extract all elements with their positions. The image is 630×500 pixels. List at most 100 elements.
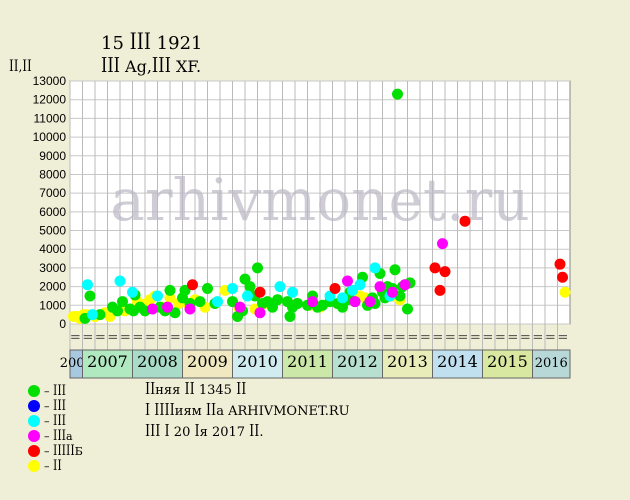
data-point: [114, 275, 126, 287]
year-band: [332, 349, 383, 379]
legend-label: – ꟾꟾꟾ: [44, 399, 67, 413]
data-point: [252, 262, 263, 274]
data-point: [292, 297, 303, 309]
data-point: [347, 284, 358, 296]
legend-swatch: [28, 415, 40, 427]
data-point: [274, 281, 286, 293]
scatter-chart: 0 1000 2000 3000 4000 5000 6000 7000 8000 9000 100…: [33, 74, 571, 379]
year-band: [482, 349, 533, 379]
x-tick-label: ꟾꟾ: [558, 334, 570, 339]
data-point: [234, 301, 246, 313]
legend-label: – ꟾꟾꟾ: [44, 384, 67, 398]
y-tick-label: 12000: [33, 93, 67, 107]
x-tick-label: ꟾꟾ: [333, 334, 345, 339]
legend-label: – ꟾꟾꟾꟾꟾБ: [44, 444, 83, 458]
data-point: [104, 311, 116, 323]
data-point: [227, 296, 238, 308]
data-point: [559, 286, 571, 298]
data-point: [127, 286, 138, 298]
x-tick-label: ꟾꟾ: [83, 334, 95, 339]
x-tick-label: ꟾꟾ: [445, 334, 457, 339]
legend-item: – ꟾꟾꟾа: [28, 429, 73, 443]
legend-item: – ꟾꟾꟾꟾꟾБ: [28, 444, 83, 458]
data-point: [254, 286, 266, 298]
x-tick-label: ꟾꟾ: [158, 334, 170, 339]
x-tick-label: ꟾꟾ: [320, 334, 332, 339]
data-point: [287, 286, 298, 298]
data-point: [112, 305, 123, 317]
data-point: [162, 301, 173, 313]
x-tick-label: ꟾꟾ: [533, 334, 545, 339]
data-point: [329, 282, 341, 294]
x-tick-label: ꟾꟾ: [220, 334, 232, 339]
data-point: [169, 307, 181, 319]
y-tick-label: 4000: [39, 242, 66, 256]
data-point: [84, 290, 96, 302]
data-point: [374, 281, 386, 293]
x-tick-label: ꟾꟾ: [458, 334, 470, 339]
x-tick-label: ꟾꟾ: [383, 334, 395, 339]
data-point: [147, 303, 158, 315]
x-tick-label: ꟾꟾ: [295, 334, 307, 339]
x-tick-label: ꟾꟾ: [545, 334, 557, 339]
legend-swatch: [28, 400, 40, 412]
x-tick-label: ꟾꟾ: [183, 334, 195, 339]
x-tick-label: ꟾꟾ: [233, 334, 245, 339]
year-band: [182, 349, 233, 379]
data-point: [187, 279, 198, 291]
data-point: [179, 284, 191, 296]
legend-item: – ꟾꟾꟾ: [28, 414, 66, 428]
info-block: ꟾꟾняя ꟾꟾ 1345 ꟾꟾ ꟾ ꟾꟾꟾꟾиям ꟾꟾа ARHIVMONE…: [145, 383, 350, 446]
y-tick-label: 10000: [33, 130, 67, 144]
year-label: 2014: [437, 352, 478, 371]
x-tick-label: ꟾꟾ: [370, 334, 382, 339]
legend-swatch: [28, 460, 40, 472]
chart-subtitle: ꟾꟾꟾ Ag,ꟾꟾꟾ XF.: [101, 57, 202, 76]
data-point: [337, 292, 348, 304]
data-point: [392, 88, 403, 100]
y-tick-label: 5000: [39, 224, 66, 238]
x-tick-label: ꟾꟾ: [420, 334, 432, 339]
year-band: [532, 349, 571, 379]
data-point: [399, 279, 411, 291]
x-tick-label: ꟾꟾ: [483, 334, 495, 339]
data-point: [254, 307, 266, 319]
data-point: [342, 275, 353, 287]
legend-item: – ꟾꟾꟾ: [28, 399, 66, 413]
y-tick-label: 0: [59, 317, 66, 331]
data-point: [194, 296, 206, 308]
x-tick-label: ꟾꟾ: [95, 334, 107, 339]
year-band: [232, 349, 283, 379]
x-tick-label: ꟾꟾ: [120, 334, 132, 339]
year-label: 2016: [535, 356, 568, 371]
data-point: [459, 215, 471, 227]
y-tick-label: 1000: [39, 298, 66, 312]
year-label: 2011: [287, 352, 328, 371]
info-line-3: ꟾꟾꟾ ꟾ 20 ꟾя 2017 ꟾꟾ.: [145, 425, 264, 440]
year-label: 2009: [187, 352, 228, 371]
y-tick-label: 13000: [33, 74, 67, 88]
data-point: [272, 294, 283, 306]
y-tick-label: 7000: [39, 186, 66, 200]
data-point: [212, 296, 223, 308]
x-tick-label: ꟾꟾ: [408, 334, 420, 339]
data-point: [354, 279, 366, 291]
legend-label: – ꟾꟾꟾа: [44, 429, 73, 443]
year-label: 2015: [487, 352, 528, 371]
data-point: [82, 279, 93, 291]
y-tick-label: 6000: [39, 205, 66, 219]
legend-label: – ꟾꟾꟾ: [44, 414, 67, 428]
data-point: [557, 271, 568, 283]
x-tick-label: ꟾꟾ: [345, 334, 357, 339]
data-point: [369, 262, 381, 274]
year-label: 2007: [87, 352, 128, 371]
data-point: [244, 281, 256, 293]
data-point: [389, 264, 401, 276]
data-point: [202, 282, 213, 294]
legend-swatch: [28, 385, 40, 397]
data-point: [184, 303, 196, 315]
x-tick-label: ꟾꟾ: [495, 334, 507, 339]
data-point: [554, 258, 566, 270]
data-point: [439, 266, 451, 278]
y-tick-label: 8000: [39, 167, 66, 181]
